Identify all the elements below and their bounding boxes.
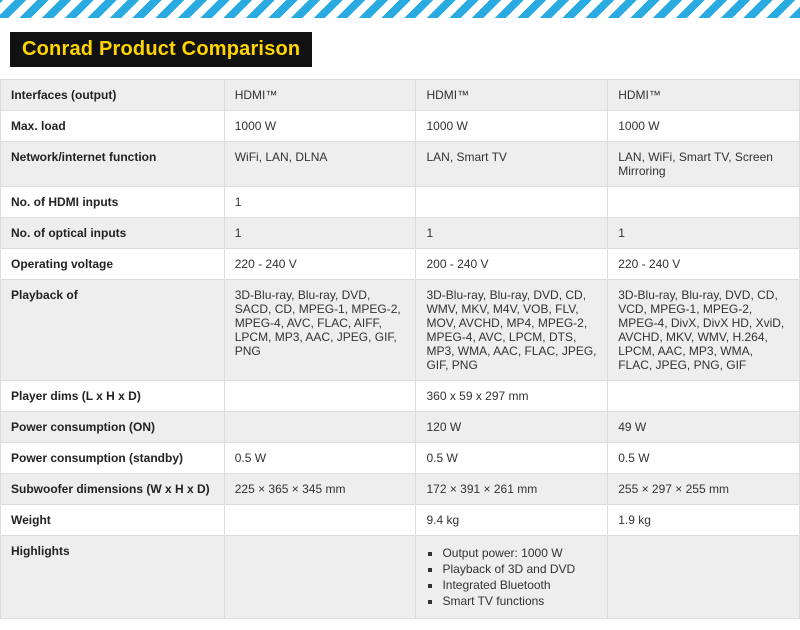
- table-row: Playback of3D-Blu-ray, Blu-ray, DVD, SAC…: [1, 280, 800, 381]
- row-label: Max. load: [1, 111, 225, 142]
- row-label: Weight: [1, 505, 225, 536]
- row-label: Power consumption (standby): [1, 443, 225, 474]
- row-cell: LAN, Smart TV: [416, 142, 608, 187]
- row-cell: 225 × 365 × 345 mm: [224, 474, 416, 505]
- row-cell: 1000 W: [608, 111, 800, 142]
- row-cell: [608, 187, 800, 218]
- row-cell: LAN, WiFi, Smart TV, Screen Mirroring: [608, 142, 800, 187]
- table-row: Player dims (L x H x D) 360 x 59 x 297 mm: [1, 381, 800, 412]
- row-cell: 0.5 W: [224, 443, 416, 474]
- row-cell: 9.4 kg: [416, 505, 608, 536]
- table-row: Subwoofer dimensions (W x H x D)225 × 36…: [1, 474, 800, 505]
- header-hatch: [0, 0, 800, 18]
- highlights-item: Integrated Bluetooth: [442, 578, 597, 592]
- row-cell: 3D-Blu-ray, Blu-ray, DVD, CD, VCD, MPEG-…: [608, 280, 800, 381]
- row-cell: [608, 536, 800, 619]
- row-cell: [608, 381, 800, 412]
- row-label: Highlights: [1, 536, 225, 619]
- comparison-table: Interfaces (output)HDMI™HDMI™HDMI™Max. l…: [0, 79, 800, 619]
- row-cell: 0.5 W: [608, 443, 800, 474]
- row-label: Subwoofer dimensions (W x H x D): [1, 474, 225, 505]
- table-row: Highlights Output power: 1000 W Playback o…: [1, 536, 800, 619]
- row-cell: HDMI™: [224, 80, 416, 111]
- table-row: No. of HDMI inputs1: [1, 187, 800, 218]
- row-cell: WiFi, LAN, DLNA: [224, 142, 416, 187]
- row-cell: 1000 W: [224, 111, 416, 142]
- title-wrap: Conrad Product Comparison: [0, 18, 800, 79]
- row-cell: 1: [224, 187, 416, 218]
- row-cell: 200 - 240 V: [416, 249, 608, 280]
- table-row: Network/internet functionWiFi, LAN, DLNA…: [1, 142, 800, 187]
- row-label: Operating voltage: [1, 249, 225, 280]
- row-label: Interfaces (output): [1, 80, 225, 111]
- row-cell: Output power: 1000 W Playback of 3D and D…: [416, 536, 608, 619]
- row-cell: 49 W: [608, 412, 800, 443]
- row-cell: 220 - 240 V: [608, 249, 800, 280]
- table-row: Power consumption (ON) 120 W49 W: [1, 412, 800, 443]
- row-cell: 3D-Blu-ray, Blu-ray, DVD, CD, WMV, MKV, …: [416, 280, 608, 381]
- highlights-item: Smart TV functions: [442, 594, 597, 608]
- table-row: Max. load1000 W1000 W1000 W: [1, 111, 800, 142]
- highlights-item: Playback of 3D and DVD: [442, 562, 597, 576]
- row-label: No. of optical inputs: [1, 218, 225, 249]
- table-row: Weight 9.4 kg1.9 kg: [1, 505, 800, 536]
- row-cell: [224, 381, 416, 412]
- row-cell: 120 W: [416, 412, 608, 443]
- row-cell: 172 × 391 × 261 mm: [416, 474, 608, 505]
- row-label: No. of HDMI inputs: [1, 187, 225, 218]
- row-label: Player dims (L x H x D): [1, 381, 225, 412]
- row-cell: HDMI™: [608, 80, 800, 111]
- row-cell: 220 - 240 V: [224, 249, 416, 280]
- row-cell: 1000 W: [416, 111, 608, 142]
- row-cell: [224, 412, 416, 443]
- row-cell: 360 x 59 x 297 mm: [416, 381, 608, 412]
- row-cell: [416, 187, 608, 218]
- table-row: Interfaces (output)HDMI™HDMI™HDMI™: [1, 80, 800, 111]
- row-label: Playback of: [1, 280, 225, 381]
- highlights-item: Output power: 1000 W: [442, 546, 597, 560]
- row-cell: [224, 505, 416, 536]
- row-cell: 1: [416, 218, 608, 249]
- row-cell: HDMI™: [416, 80, 608, 111]
- row-cell: 0.5 W: [416, 443, 608, 474]
- row-label: Power consumption (ON): [1, 412, 225, 443]
- highlights-list: Output power: 1000 W Playback of 3D and D…: [426, 546, 597, 608]
- table-row: Operating voltage220 - 240 V200 - 240 V2…: [1, 249, 800, 280]
- row-label: Network/internet function: [1, 142, 225, 187]
- page-title: Conrad Product Comparison: [10, 32, 312, 67]
- row-cell: 1: [224, 218, 416, 249]
- row-cell: 1: [608, 218, 800, 249]
- row-cell: [224, 536, 416, 619]
- table-row: No. of optical inputs111: [1, 218, 800, 249]
- table-row: Power consumption (standby)0.5 W0.5 W0.5…: [1, 443, 800, 474]
- row-cell: 255 × 297 × 255 mm: [608, 474, 800, 505]
- row-cell: 1.9 kg: [608, 505, 800, 536]
- row-cell: 3D-Blu-ray, Blu-ray, DVD, SACD, CD, MPEG…: [224, 280, 416, 381]
